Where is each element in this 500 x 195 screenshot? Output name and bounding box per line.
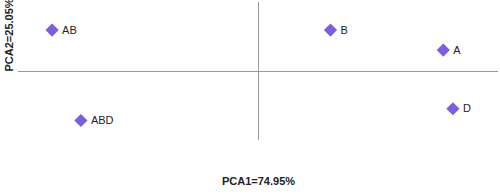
svg-text:AB: AB (62, 24, 77, 36)
svg-text:PCA1=74.95%: PCA1=74.95% (222, 175, 295, 187)
svg-text:B: B (341, 24, 348, 36)
svg-text:A: A (453, 44, 461, 56)
svg-text:D: D (463, 102, 471, 114)
svg-text:PCA2=25.05%: PCA2=25.05% (3, 0, 15, 72)
svg-text:ABD: ABD (91, 114, 114, 126)
